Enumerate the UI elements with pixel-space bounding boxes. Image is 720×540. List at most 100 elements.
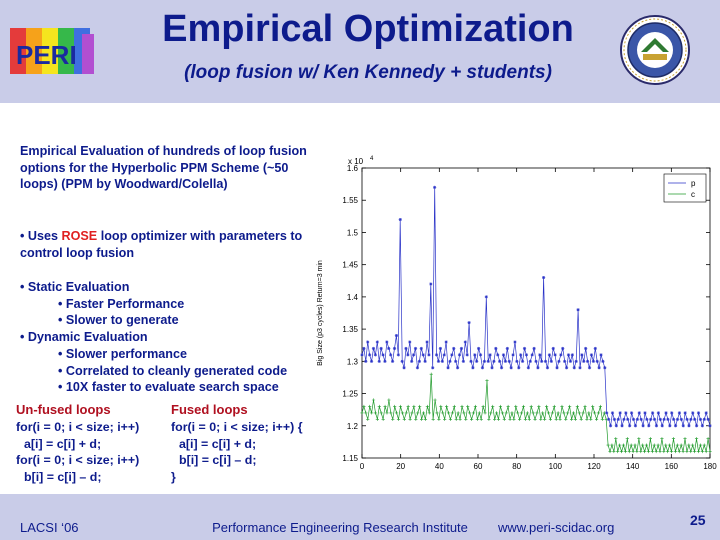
fused-code: Fused loops for(i = 0; i < size; i++) { … [171, 402, 331, 486]
data-point-p [607, 417, 611, 421]
data-point-p [486, 359, 490, 363]
data-point-p [656, 411, 660, 415]
data-point-c [600, 417, 604, 421]
data-point-p [444, 340, 448, 344]
data-point-c [569, 417, 574, 421]
data-point-c [629, 443, 633, 447]
data-point-p [670, 411, 674, 415]
data-point-p [452, 346, 456, 351]
data-point-p [695, 424, 699, 428]
data-point-p [369, 359, 374, 363]
x-tick-label: 140 [626, 462, 640, 471]
data-point-c [575, 404, 579, 409]
data-point-p [421, 353, 425, 357]
data-point-c [683, 437, 687, 441]
logo-text: PERI [16, 40, 77, 70]
data-point-p [475, 359, 479, 363]
data-point-p [522, 346, 527, 351]
data-point-c [500, 411, 504, 415]
data-point-c [477, 411, 481, 415]
y-tick-label: 1.5 [347, 228, 359, 237]
data-point-p [364, 359, 368, 363]
code-line: } [171, 470, 176, 485]
data-point-c [446, 411, 451, 415]
data-point-c [564, 417, 568, 421]
data-point-p [643, 411, 647, 415]
data-point-p [477, 346, 481, 351]
data-point-p [454, 359, 458, 363]
data-point-c [633, 443, 637, 447]
data-point-p [484, 295, 488, 299]
data-point-c [687, 443, 691, 447]
data-point-c [456, 411, 460, 415]
data-point-p [496, 353, 500, 357]
data-point-p [576, 308, 580, 312]
data-point-p [532, 346, 536, 351]
data-point-c [708, 449, 712, 454]
data-point-p [630, 411, 634, 415]
data-point-c [693, 449, 697, 454]
data-point-p [561, 346, 565, 351]
data-point-p [396, 353, 400, 357]
data-point-p [427, 353, 431, 357]
data-point-c [521, 404, 526, 409]
data-point-p [677, 411, 682, 415]
data-point-p [591, 359, 595, 363]
data-point-p [572, 366, 576, 370]
data-point-p [492, 359, 496, 363]
unfused-heading: Un-fused loops [16, 402, 111, 417]
legend-label-c: c [691, 190, 695, 199]
data-point-c [618, 443, 622, 447]
data-point-p [551, 346, 555, 351]
data-point-c [685, 449, 689, 454]
peri-logo: PERI [10, 28, 94, 74]
data-point-p [622, 417, 626, 421]
y-tick-label: 1.35 [342, 325, 358, 334]
data-point-p [658, 417, 662, 421]
data-point-p [415, 366, 420, 370]
data-point-c [669, 449, 674, 454]
data-point-p [467, 321, 471, 325]
data-point-p [586, 359, 590, 363]
data-point-c [689, 449, 693, 454]
data-point-c [650, 449, 654, 454]
data-point-p [400, 359, 404, 363]
data-point-p [614, 424, 618, 428]
data-point-p [503, 359, 508, 363]
data-point-c [593, 411, 597, 415]
data-point-c [668, 443, 672, 447]
data-point-p [494, 346, 498, 351]
data-point-c [562, 411, 566, 415]
y-tick-label: 1.15 [342, 454, 358, 463]
data-point-p [499, 366, 504, 370]
data-point-c [414, 417, 418, 421]
data-point-c [366, 417, 370, 421]
page-subtitle: (loop fusion w/ Ken Kennedy + students) [184, 62, 552, 83]
data-point-c [550, 411, 554, 415]
data-point-c [412, 404, 416, 409]
rose-prefix: • Uses [20, 229, 62, 243]
data-point-p [482, 359, 486, 363]
data-point-c [558, 417, 562, 421]
data-point-c [404, 411, 408, 415]
data-point-c [379, 411, 383, 415]
code-line: b[i] = c[i] – d; [24, 470, 102, 485]
data-point-p [417, 359, 421, 363]
data-point-c [610, 443, 614, 447]
data-point-p [635, 417, 639, 421]
data-point-c [700, 449, 704, 454]
data-point-p [559, 353, 563, 357]
data-point-p [679, 417, 683, 421]
data-point-p [413, 346, 418, 351]
evaluation-subitem: • 10X faster to evaluate search space [58, 380, 279, 395]
header-band [0, 0, 720, 103]
data-point-p [480, 366, 485, 370]
data-point-p [438, 346, 442, 351]
data-point-c [698, 443, 702, 447]
performance-chart: 0 20 40 60 80 100 120 140 160 180 1.15 1.2 1.25 1.3 1.… [317, 156, 717, 471]
data-point-p [631, 417, 636, 421]
legend-label-p: p [691, 179, 696, 188]
data-point-c [621, 443, 626, 447]
data-point-p [498, 359, 502, 363]
data-point-c [691, 443, 695, 447]
